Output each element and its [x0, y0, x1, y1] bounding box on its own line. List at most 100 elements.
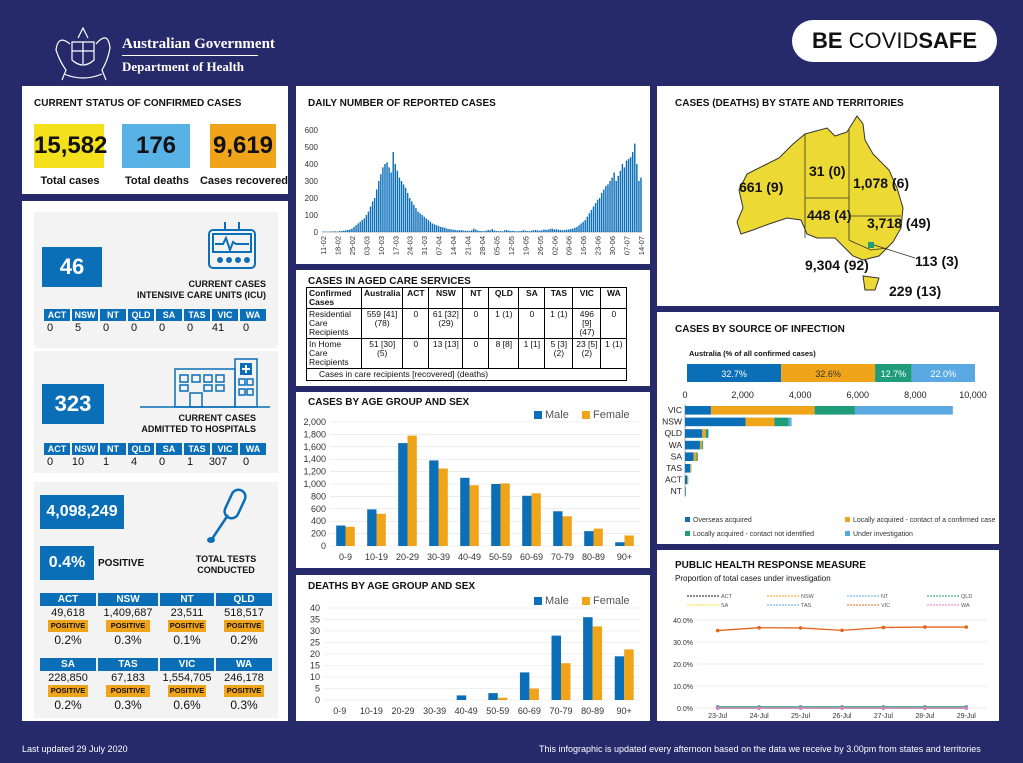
- x-tick-label: 25-02: [348, 236, 357, 255]
- x-tick-label: 8,000: [904, 390, 927, 400]
- legend-label: Female: [593, 409, 630, 421]
- daily-bar: [524, 230, 527, 232]
- daily-bar: [417, 211, 419, 232]
- series-point-wa: [923, 706, 927, 710]
- x-tick-label: 24-03: [406, 236, 415, 255]
- response-subtitle: Proportion of total cases under investig…: [675, 574, 831, 583]
- daily-bar: [402, 184, 405, 232]
- daily-bar: [338, 231, 341, 232]
- x-tick-label: 60-69: [520, 552, 543, 562]
- male-bar: [553, 511, 563, 546]
- act-leader-line: [873, 244, 916, 259]
- x-tick-label: 27-Jul: [874, 713, 894, 720]
- x-tick-label: 26-Jul: [832, 713, 852, 720]
- daily-bar: [563, 229, 566, 232]
- daily-bar: [330, 231, 333, 232]
- hospital-state-values: 0 10 1 4 0 1 307 0: [46, 456, 250, 468]
- male-bar: [522, 495, 532, 546]
- daily-bar: [340, 230, 343, 232]
- series-point-wa: [798, 706, 803, 710]
- covidsafe-badge: BE COVIDSAFE: [792, 20, 997, 62]
- male-bar: [491, 484, 501, 546]
- total-cases-value: 15,582: [34, 124, 107, 168]
- daily-bar: [555, 229, 558, 232]
- hospital-building-icon: [140, 358, 270, 408]
- y-tick-label: 0: [321, 541, 326, 551]
- x-tick-label: 70-79: [549, 706, 572, 716]
- x-tick-label: 10-03: [377, 236, 386, 255]
- x-tick-label: 4,000: [789, 390, 812, 400]
- source-bar: [696, 452, 698, 461]
- daily-bar: [433, 224, 436, 232]
- x-tick-label: 10-19: [360, 706, 383, 716]
- daily-bar: [631, 152, 634, 232]
- daily-bar: [384, 164, 386, 232]
- icu-state-values: 0 5 0 0 0 0 41 0: [46, 322, 250, 334]
- female-bar: [592, 626, 603, 700]
- map-title: CASES (DEATHS) BY STATE AND TERRITORIES: [675, 98, 904, 109]
- map-label-qld: 1,078 (6): [853, 175, 909, 191]
- tests-vic: VIC 1,554,705 POSITIVE 0.6%: [160, 658, 214, 713]
- y-tick-label: 40.0%: [673, 618, 693, 625]
- tests-positive-pct: 0.4%: [40, 546, 94, 580]
- daily-bar: [627, 158, 630, 232]
- daily-bar: [578, 225, 580, 232]
- y-tick-label: ACT: [665, 475, 682, 485]
- tests-qld: QLD 518,517 POSITIVE 0.2%: [216, 593, 272, 648]
- daily-bar: [636, 164, 638, 232]
- male-bar: [615, 542, 625, 546]
- map-label-nt: 31 (0): [809, 163, 846, 179]
- daily-bar: [557, 229, 560, 232]
- male-bar: [614, 656, 625, 700]
- daily-bar: [404, 187, 407, 232]
- female-bar: [593, 528, 603, 546]
- daily-bar: [446, 228, 448, 232]
- daily-bar: [456, 230, 458, 232]
- legend-swatch: [685, 517, 690, 522]
- daily-bar: [361, 220, 363, 232]
- daily-bar: [450, 229, 452, 232]
- male-bar: [519, 672, 530, 700]
- legend-label: QLD: [961, 594, 972, 600]
- daily-bar: [375, 189, 378, 232]
- y-tick-label: 20.0%: [673, 662, 693, 669]
- y-tick-label: 600: [311, 504, 326, 514]
- legend-label: ACT: [721, 594, 733, 600]
- x-tick-label: 30-06: [608, 236, 617, 255]
- series-point-wa: [840, 706, 844, 710]
- daily-bar: [477, 230, 479, 232]
- tests-tas: TAS 67,183 POSITIVE 0.3%: [98, 658, 158, 713]
- daily-bar: [487, 229, 489, 232]
- legend-label: WA: [961, 603, 970, 609]
- daily-bar: [543, 229, 545, 232]
- dept-name: Department of Health: [122, 59, 245, 74]
- daily-bar: [545, 229, 547, 232]
- tests-positive-label: POSITIVE: [98, 558, 145, 569]
- female-bar: [531, 493, 541, 546]
- daily-bar: [419, 213, 421, 232]
- daily-bar: [351, 228, 353, 232]
- source-bar: [774, 417, 789, 427]
- y-tick-label: 500: [305, 143, 319, 152]
- male-bar: [336, 525, 346, 546]
- x-tick-label: 05-05: [492, 236, 501, 255]
- female-bar: [500, 483, 510, 546]
- y-tick-label: 200: [305, 194, 319, 203]
- map-label-nsw: 3,718 (49): [867, 215, 931, 231]
- national-pct-label: 32.6%: [815, 369, 841, 379]
- legend-swatch: [534, 597, 542, 605]
- daily-bar: [609, 181, 611, 232]
- national-pct-bar: [781, 364, 876, 382]
- y-tick-label: 10: [310, 672, 320, 682]
- tests-wa: WA 246,178 POSITIVE 0.3%: [216, 658, 272, 713]
- source-bar: [854, 406, 953, 415]
- total-deaths-label: Total deaths: [125, 175, 189, 187]
- y-tick-label: 600: [305, 126, 319, 135]
- female-bar: [562, 516, 572, 546]
- y-tick-label: 30.0%: [673, 640, 693, 647]
- x-tick-label: 31-03: [420, 236, 429, 255]
- daily-bar: [479, 230, 481, 232]
- national-pct-bar: [687, 364, 782, 382]
- daily-bar: [611, 177, 613, 232]
- x-tick-label: 24-Jul: [750, 713, 770, 720]
